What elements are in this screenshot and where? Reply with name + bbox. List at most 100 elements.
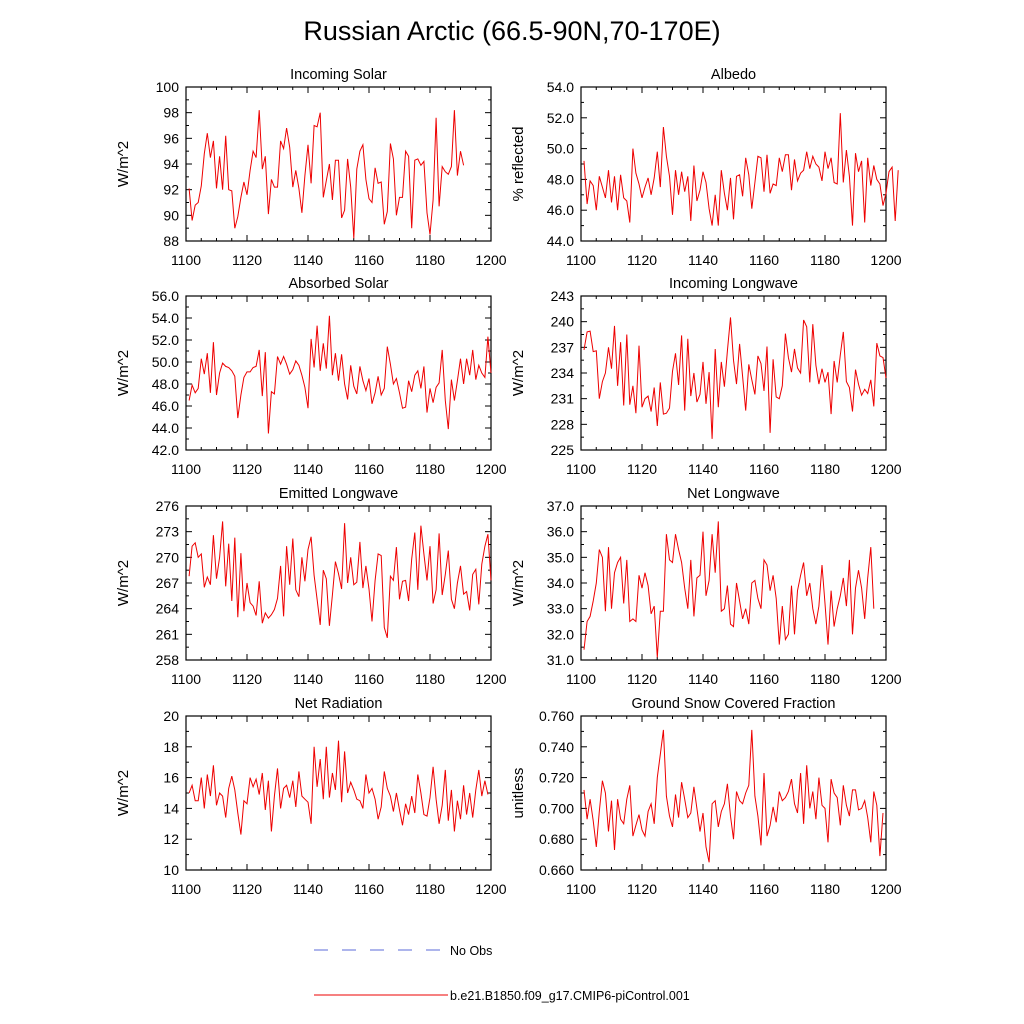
- panel-incoming-longwave: 1100 1120 1140 1160 1180 1200 225 228 231 234 237 2…: [510, 276, 902, 477]
- net-longwave-y-tick-label: 35.0: [547, 549, 574, 565]
- ground-snow-covered-fraction-x-tick-label: 1140: [688, 881, 718, 897]
- absorbed-solar-y-tick-label: 54.0: [152, 310, 179, 326]
- ground-snow-covered-fraction-y-tick-label: 0.720: [539, 770, 574, 786]
- ground-snow-covered-fraction-x-tick-label: 1160: [749, 881, 779, 897]
- emitted-longwave-x-tick-label: 1180: [415, 671, 445, 687]
- incoming-longwave-x-tick-label: 1120: [627, 461, 657, 477]
- incoming-solar-x-tick-label: 1160: [354, 252, 384, 268]
- ground-snow-covered-fraction-x-tick-label: 1120: [627, 881, 657, 897]
- emitted-longwave-title: Emitted Longwave: [279, 486, 398, 502]
- panel-net-longwave: 1100 1120 1140 1160 1180 1200 31.0 32.0 33.0 34.0…: [510, 486, 902, 687]
- emitted-longwave-y-axis-label: W/m^2: [115, 560, 132, 606]
- absorbed-solar-y-tick-label: 44.0: [152, 420, 179, 436]
- absorbed-solar-plot-frame: [185, 295, 492, 451]
- absorbed-solar-y-tick-label: 48.0: [152, 376, 179, 392]
- net-radiation-x-tick-label: 1180: [415, 881, 445, 897]
- incoming-longwave-x-tick-label: 1200: [870, 461, 901, 477]
- ground-snow-covered-fraction-y-tick-label: 0.760: [539, 708, 574, 724]
- albedo-x-tick-label: 1120: [627, 252, 657, 268]
- absorbed-solar-y-tick-label: 52.0: [152, 332, 179, 348]
- emitted-longwave-x-tick-label: 1140: [293, 671, 323, 687]
- legend-no-obs-label: No Obs: [450, 944, 492, 958]
- incoming-solar-x-tick-label: 1120: [232, 252, 262, 268]
- emitted-longwave-y-tick-label: 276: [156, 498, 180, 514]
- absorbed-solar-y-tick-label: 42.0: [152, 442, 179, 458]
- ground-snow-covered-fraction-x-tick-label: 1200: [870, 881, 901, 897]
- net-longwave-y-tick-label: 37.0: [547, 498, 574, 514]
- incoming-longwave-x-tick-label: 1100: [566, 461, 596, 477]
- albedo-x-tick-label: 1160: [749, 252, 779, 268]
- incoming-solar-title: Incoming Solar: [290, 67, 387, 83]
- albedo-y-tick-label: 48.0: [547, 171, 574, 187]
- emitted-longwave-y-tick-label: 264: [156, 601, 180, 617]
- net-longwave-y-tick-label: 32.0: [547, 626, 574, 642]
- emitted-longwave-x-tick-label: 1120: [232, 671, 262, 687]
- panel-ground-snow-covered-fraction: 1100 1120 1140 1160 1180 1200 0.660 0.680 0.700 0…: [510, 696, 902, 897]
- ground-snow-covered-fraction-y-tick-label: 0.660: [539, 862, 574, 878]
- absorbed-solar-x-tick-label: 1200: [475, 461, 506, 477]
- albedo-x-tick-label: 1180: [810, 252, 840, 268]
- net-radiation-y-tick-label: 14: [163, 800, 179, 816]
- ground-snow-covered-fraction-y-tick-label: 0.680: [539, 831, 574, 847]
- net-longwave-x-tick-label: 1100: [566, 671, 596, 687]
- incoming-solar-y-tick-label: 88: [163, 233, 179, 249]
- ground-snow-covered-fraction-y-tick-label: 0.700: [539, 800, 574, 816]
- incoming-solar-y-tick-label: 98: [163, 105, 179, 121]
- incoming-solar-y-tick-label: 96: [163, 130, 179, 146]
- panel-net-radiation: 1100 1120 1140 1160 1180 1200 10 12 14 16 18 20 Net …: [115, 696, 507, 897]
- albedo-x-tick-label: 1100: [566, 252, 596, 268]
- incoming-solar-y-tick-label: 92: [163, 182, 179, 198]
- ground-snow-covered-fraction-y-axis-label: unitless: [510, 768, 527, 819]
- emitted-longwave-y-tick-label: 270: [156, 549, 180, 565]
- ground-snow-covered-fraction-y-tick-label: 0.740: [539, 739, 574, 755]
- incoming-longwave-title: Incoming Longwave: [669, 276, 798, 292]
- ground-snow-covered-fraction-x-tick-label: 1180: [810, 881, 840, 897]
- emitted-longwave-plot-frame: [185, 505, 492, 661]
- incoming-solar-y-tick-label: 100: [156, 79, 180, 95]
- net-longwave-y-tick-label: 34.0: [547, 575, 574, 591]
- incoming-longwave-y-tick-label: 234: [551, 365, 575, 381]
- emitted-longwave-y-tick-label: 267: [156, 575, 180, 591]
- albedo-y-tick-label: 44.0: [547, 233, 574, 249]
- absorbed-solar-x-tick-label: 1140: [293, 461, 323, 477]
- incoming-longwave-series-line: [583, 317, 887, 439]
- absorbed-solar-y-axis-label: W/m^2: [115, 350, 132, 396]
- net-radiation-x-tick-label: 1200: [475, 881, 506, 897]
- net-longwave-plot-frame: [580, 505, 887, 661]
- incoming-longwave-y-tick-label: 243: [551, 288, 575, 304]
- net-radiation-plot-frame: [185, 715, 492, 871]
- absorbed-solar-series-line: [188, 315, 492, 434]
- albedo-y-tick-label: 50.0: [547, 141, 574, 157]
- net-radiation-series-line: [188, 740, 489, 835]
- albedo-series-line: [583, 113, 899, 226]
- ground-snow-covered-fraction-plot-frame: [580, 715, 887, 871]
- net-radiation-y-tick-label: 18: [163, 739, 179, 755]
- emitted-longwave-x-tick-label: 1100: [171, 671, 201, 687]
- net-radiation-x-tick-label: 1140: [293, 881, 323, 897]
- net-radiation-y-tick-label: 12: [163, 831, 179, 847]
- net-longwave-series-line: [583, 521, 875, 658]
- albedo-y-axis-label: % reflected: [510, 126, 527, 201]
- net-longwave-x-tick-label: 1120: [627, 671, 657, 687]
- incoming-solar-series-line: [188, 110, 465, 239]
- incoming-longwave-y-tick-label: 228: [551, 416, 575, 432]
- emitted-longwave-x-tick-label: 1160: [354, 671, 384, 687]
- net-longwave-y-tick-label: 36.0: [547, 524, 574, 540]
- incoming-longwave-y-tick-label: 225: [551, 442, 575, 458]
- incoming-solar-x-tick-label: 1200: [475, 252, 506, 268]
- emitted-longwave-y-tick-label: 273: [156, 524, 180, 540]
- incoming-longwave-y-tick-label: 237: [551, 339, 575, 355]
- net-longwave-y-tick-label: 31.0: [547, 652, 574, 668]
- net-longwave-x-tick-label: 1180: [810, 671, 840, 687]
- panel-albedo: 1100 1120 1140 1160 1180 1200 44.0 46.0 48.0 50.0…: [510, 67, 902, 268]
- net-longwave-title: Net Longwave: [687, 486, 780, 502]
- net-longwave-x-tick-label: 1200: [870, 671, 901, 687]
- incoming-longwave-y-tick-label: 240: [551, 314, 575, 330]
- panels-container: 1100 1120 1140 1160 1180 1200 88 90 92 94 96 98 100 I…: [115, 67, 902, 897]
- incoming-solar-x-tick-label: 1180: [415, 252, 445, 268]
- net-longwave-y-tick-label: 33.0: [547, 601, 574, 617]
- panel-emitted-longwave: 1100 1120 1140 1160 1180 1200 258 261 264 267 270 2…: [115, 486, 507, 687]
- emitted-longwave-y-tick-label: 258: [156, 652, 180, 668]
- net-radiation-y-tick-label: 10: [163, 862, 179, 878]
